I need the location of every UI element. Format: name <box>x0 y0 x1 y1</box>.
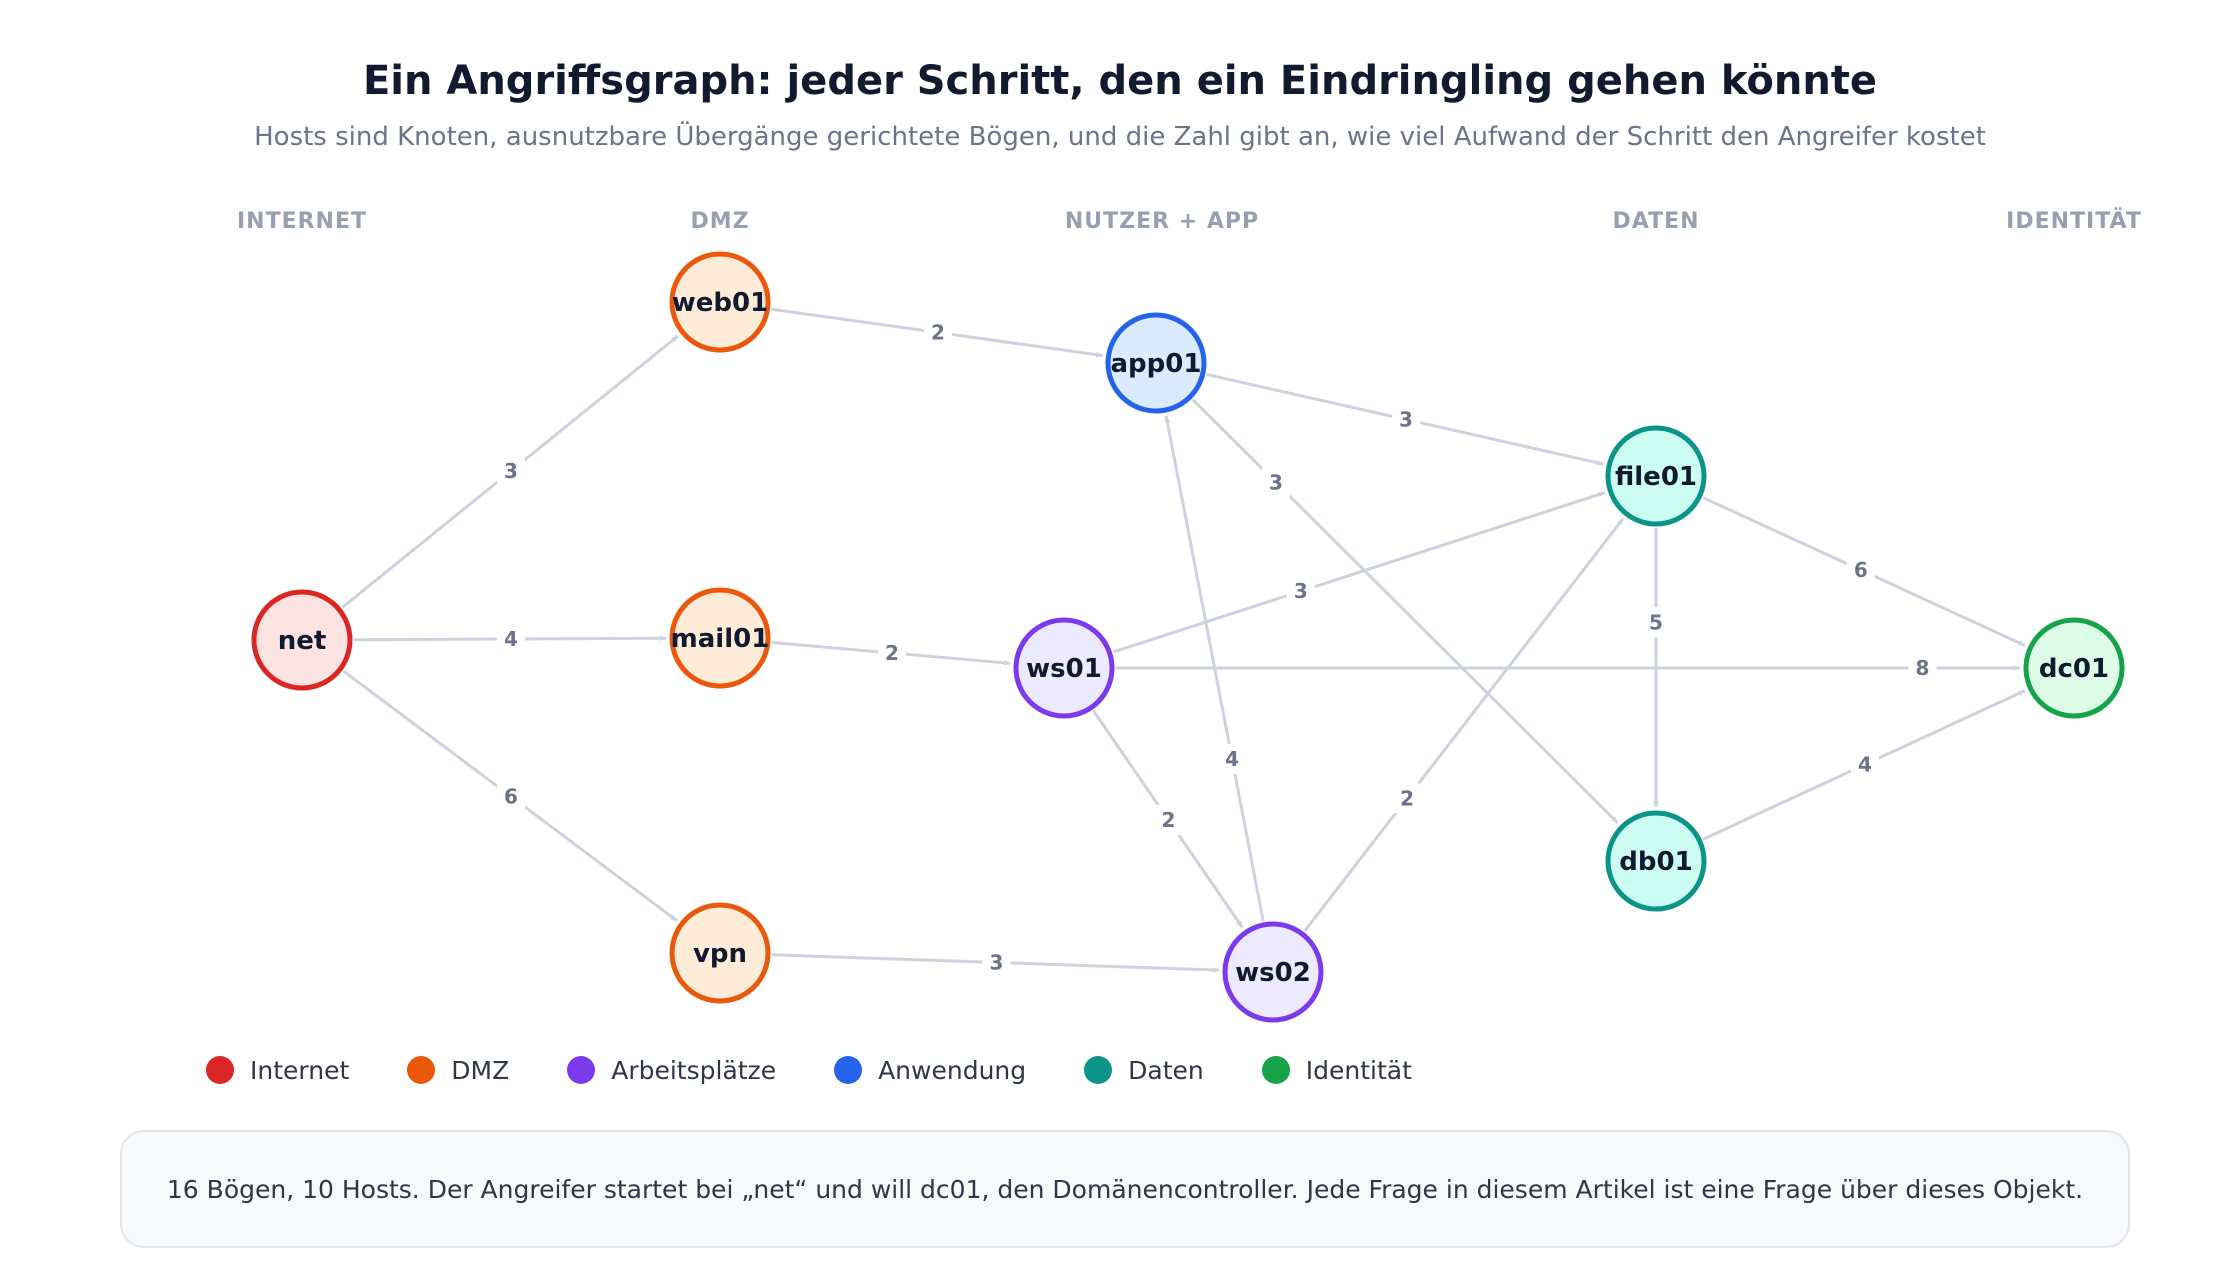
edge-label-bg <box>1851 749 1879 780</box>
column-label: IDENTITÄT <box>2006 208 2142 234</box>
node-label: dc01 <box>2039 654 2109 684</box>
edge-label-bg <box>982 947 1011 978</box>
legend-item-daten: Daten <box>1084 1056 1204 1085</box>
edge-cost-label: 4 <box>504 627 518 651</box>
column-label: DMZ <box>690 209 749 234</box>
legend-dot <box>567 1056 596 1084</box>
edges <box>341 307 2026 973</box>
legend-label: Daten <box>1128 1055 1204 1085</box>
edge-cost-label: 6 <box>504 785 518 809</box>
edge-cost-label: 4 <box>1858 753 1872 777</box>
edge-cost-label: 2 <box>1400 786 1414 810</box>
edge-cost-label: 3 <box>1269 471 1283 495</box>
legend-item-identitaet: Identität <box>1261 1055 1412 1085</box>
node-circle <box>1105 312 1207 414</box>
footer-note: 16 Bögen, 10 Hosts. Der Angreifer starte… <box>120 1130 2130 1248</box>
column-labels: INTERNET DMZ NUTZER + APP DATEN IDENTITÄT <box>237 208 2142 234</box>
legend-label: Internet <box>250 1055 350 1085</box>
edge-cost-label: 3 <box>1294 579 1308 603</box>
legend-dot <box>206 1056 234 1084</box>
edge-label-bg <box>1908 653 1937 683</box>
edge-cost-label: 5 <box>1649 610 1663 634</box>
edge-cost-label: 8 <box>1916 656 1930 680</box>
node-label: mail01 <box>671 624 770 654</box>
node-app01: app01 <box>1105 312 1207 414</box>
edge-ws01-file01 <box>1113 491 1606 654</box>
node-circle <box>1222 921 1324 1023</box>
legend-item-dmz: DMZ <box>407 1056 509 1085</box>
node-label: vpn <box>693 939 747 969</box>
legend: Internet DMZ Arbeitsplätze Anwendung Daten Id… <box>206 1050 1470 1090</box>
node-dc01: dc01 <box>2023 617 2125 719</box>
node-circle <box>1605 810 1707 912</box>
edge-label-bg <box>1393 783 1422 814</box>
node-label: db01 <box>1619 847 1692 877</box>
node-ws01: ws01 <box>1013 617 1115 719</box>
legend-dot <box>1261 1056 1290 1084</box>
legend-item-arbeitsplaetze: Arbeitsplätze <box>567 1056 776 1085</box>
legend-item-anwendung: Anwendung <box>834 1056 1026 1085</box>
column-label: DATEN <box>1612 209 1699 234</box>
node-circle <box>669 902 771 1004</box>
legend-label: Identität <box>1305 1055 1412 1085</box>
legend-dot <box>407 1056 436 1084</box>
node-label: web01 <box>672 288 768 318</box>
edge-cost-label: 4 <box>1225 747 1239 771</box>
node-vpn: vpn <box>669 902 771 1004</box>
edge-label-bg <box>878 638 906 668</box>
node-net: net <box>251 589 353 691</box>
node-label: file01 <box>1615 462 1697 492</box>
legend-dot <box>1084 1056 1113 1084</box>
node-web01: web01 <box>669 251 771 353</box>
edge-cost-label: 3 <box>504 459 518 483</box>
legend-dot <box>834 1056 863 1084</box>
node-mail01: mail01 <box>669 587 771 689</box>
edge-label-bg <box>497 456 525 486</box>
node-circle <box>669 587 771 689</box>
legend-item-internet: Internet <box>206 1056 349 1085</box>
page-subtitle: Hosts sind Knoten, ausnutzbare Übergänge… <box>254 122 1986 152</box>
node-label: ws01 <box>1026 654 1102 684</box>
edge-label-bg <box>1846 555 1875 586</box>
edge-cost-label: 2 <box>885 641 899 665</box>
edge-label-bg <box>497 624 525 654</box>
edge-cost-label: 3 <box>1399 408 1413 432</box>
node-circle <box>2023 617 2125 719</box>
edge-label-bg <box>1218 743 1247 774</box>
node-circle <box>669 251 771 353</box>
edge-label-bg <box>1286 576 1315 607</box>
edge-labels: 3 4 6 2 2 3 3 3 3 8 2 4 2 5 6 4 <box>497 317 1937 978</box>
node-circle <box>1013 617 1115 719</box>
node-label: net <box>278 626 327 656</box>
node-label: app01 <box>1111 349 1202 379</box>
legend-label: DMZ <box>451 1055 510 1085</box>
edge-label-bg <box>1392 404 1420 435</box>
column-label: NUTZER + APP <box>1065 209 1259 234</box>
edge-label-bg <box>924 317 952 348</box>
edge-label-bg <box>497 781 525 812</box>
nodes: net web01 mail01 vpn app01 ws01 ws02 file01 db01… <box>251 251 2125 1023</box>
edge-cost-label: 3 <box>990 951 1004 975</box>
edge-label-bg <box>1154 805 1183 835</box>
node-label: ws02 <box>1235 958 1311 988</box>
node-ws02: ws02 <box>1222 921 1324 1023</box>
edge-cost-label: 6 <box>1854 558 1868 582</box>
node-circle <box>251 589 353 691</box>
edge-cost-label: 2 <box>931 321 945 345</box>
edge-cost-label: 2 <box>1162 808 1176 832</box>
edge-ws02-file01 <box>1303 517 1625 932</box>
legend-label: Anwendung <box>878 1055 1027 1085</box>
edge-label-bg <box>1262 467 1290 498</box>
edge-ws02-app01 <box>1164 415 1265 922</box>
legend-label: Arbeitsplätze <box>611 1055 777 1085</box>
node-db01: db01 <box>1605 810 1707 912</box>
node-circle <box>1605 425 1707 527</box>
column-label: INTERNET <box>237 209 367 234</box>
edge-label-bg <box>1642 607 1670 638</box>
page-title: Ein Angriffsgraph: jeder Schritt, den ei… <box>362 58 1878 104</box>
edge-app01-db01 <box>1191 398 1619 824</box>
node-file01: file01 <box>1605 425 1707 527</box>
